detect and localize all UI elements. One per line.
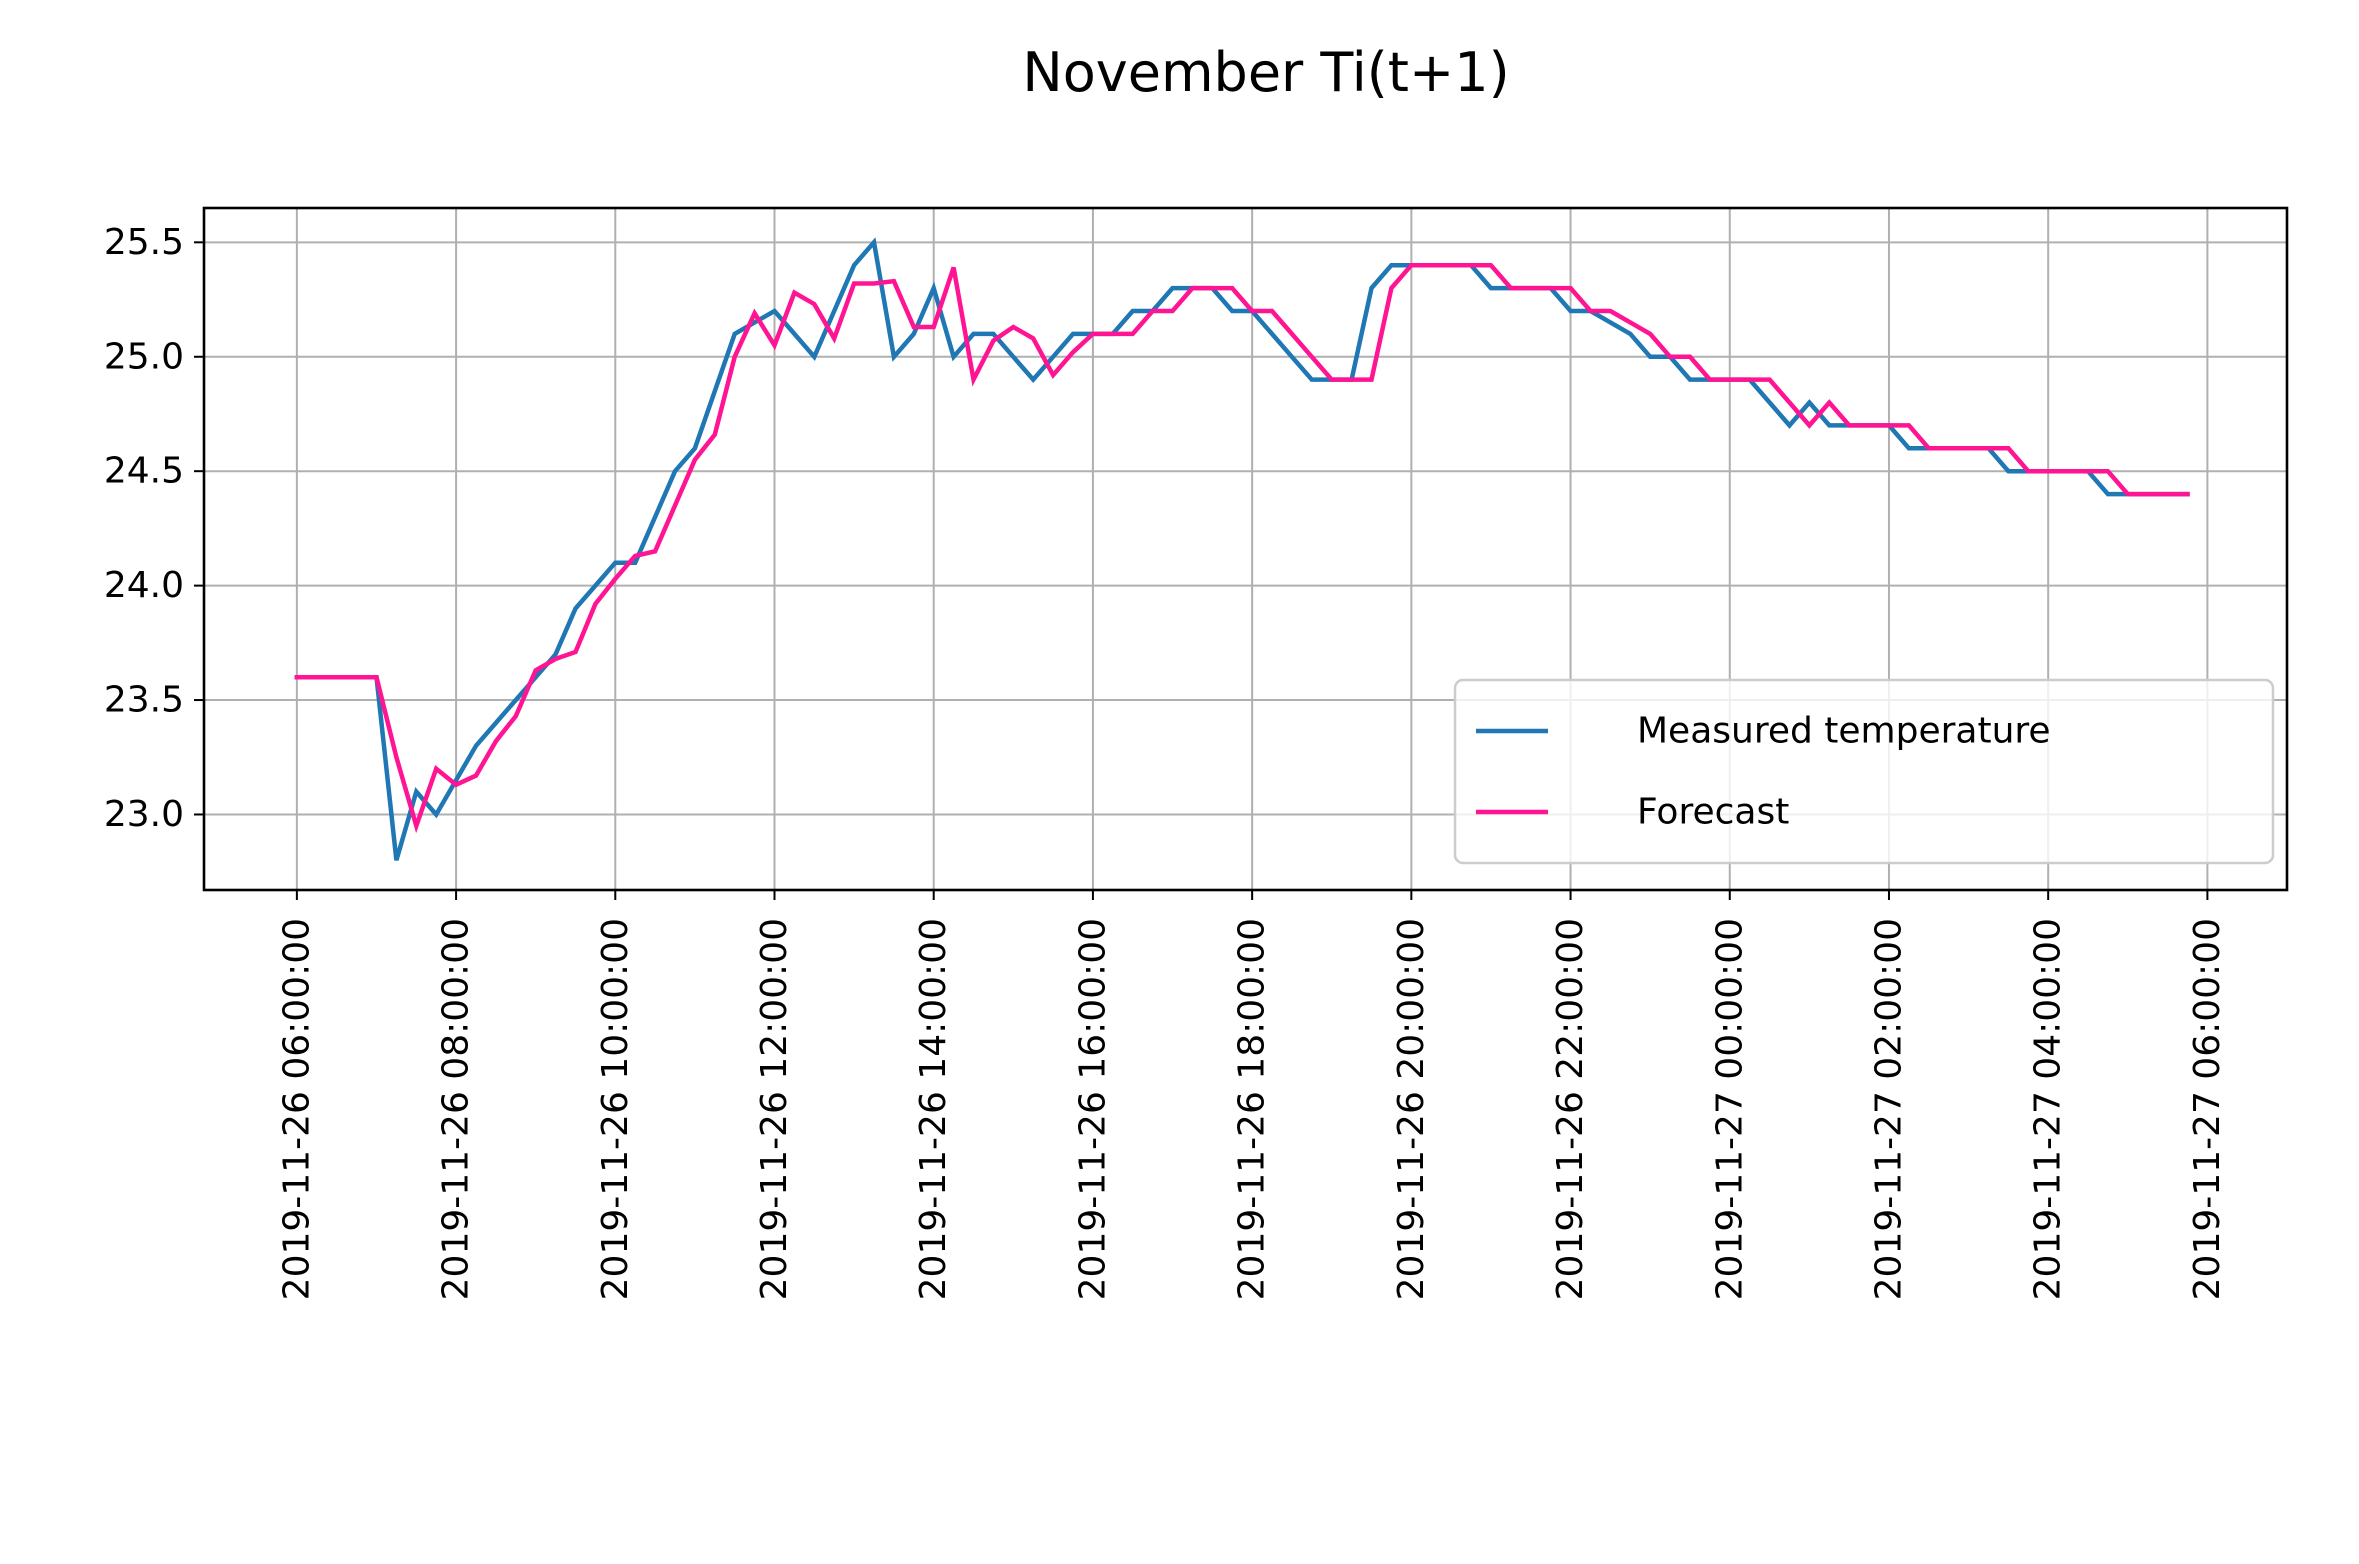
y-tick-label: 24.0 <box>104 565 184 606</box>
y-tick-label: 25.0 <box>104 336 184 377</box>
legend-box <box>1453 678 2275 865</box>
x-tick-label: 2019-11-27 02:00:00 <box>1868 918 1909 1300</box>
x-axis: 2019-11-26 06:00:00 2019-11-26 08:00:00 20… <box>276 890 2228 1300</box>
legend[interactable]: Measured temperature Forecast <box>1453 678 2275 865</box>
y-tick-label: 23.0 <box>104 794 184 835</box>
x-tick-label: 2019-11-26 16:00:00 <box>1072 918 1113 1300</box>
x-tick-label: 2019-11-26 20:00:00 <box>1391 918 1432 1300</box>
y-tick-label: 23.5 <box>104 680 184 721</box>
legend-label: Forecast <box>1637 792 1789 833</box>
x-tick-label: 2019-11-26 12:00:00 <box>754 918 795 1300</box>
y-axis: 23.0 23.5 24.0 24.5 25.0 25.5 <box>104 222 204 835</box>
chart-title: November Ti(t+1) <box>1022 41 1509 104</box>
plot-area-frame <box>202 206 2289 892</box>
y-tick-label: 25.5 <box>104 222 184 263</box>
y-tick-label: 24.5 <box>104 451 184 492</box>
series-line-forecast <box>294 262 2190 834</box>
legend-label: Measured temperature <box>1637 711 2051 752</box>
series-lines <box>294 237 2190 861</box>
x-tick-label: 2019-11-26 18:00:00 <box>1232 918 1273 1300</box>
x-tick-label: 2019-11-27 00:00:00 <box>1709 918 1750 1300</box>
x-tick-label: 2019-11-26 14:00:00 <box>913 918 954 1300</box>
x-tick-label: 2019-11-26 22:00:00 <box>1550 918 1591 1300</box>
x-tick-label: 2019-11-27 04:00:00 <box>2028 918 2069 1300</box>
x-tick-label: 2019-11-26 10:00:00 <box>595 918 636 1300</box>
x-tick-label: 2019-11-26 06:00:00 <box>276 918 317 1300</box>
x-tick-label: 2019-11-27 06:00:00 <box>2187 918 2228 1300</box>
x-tick-label: 2019-11-26 08:00:00 <box>436 918 477 1300</box>
